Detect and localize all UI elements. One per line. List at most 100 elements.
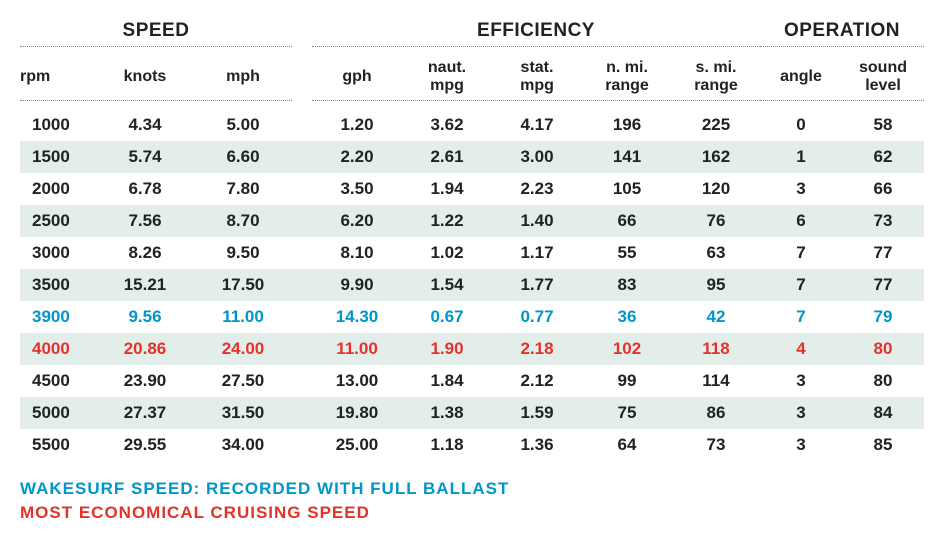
cell-stat_mpg: 4.17 bbox=[492, 109, 582, 141]
cell-mph: 34.00 bbox=[194, 429, 292, 461]
cell-rpm: 2500 bbox=[20, 205, 96, 237]
cell-mph: 6.60 bbox=[194, 141, 292, 173]
cell-mph: 24.00 bbox=[194, 333, 292, 365]
cell-mph: 8.70 bbox=[194, 205, 292, 237]
cell-angle: 7 bbox=[760, 269, 842, 301]
cell-angle: 4 bbox=[760, 333, 842, 365]
cell-mph: 31.50 bbox=[194, 397, 292, 429]
cell-rpm: 5000 bbox=[20, 397, 96, 429]
cell-knots: 15.21 bbox=[96, 269, 194, 301]
table-row: 550029.5534.0025.001.181.366473385 bbox=[20, 429, 924, 461]
cell-naut_mpg: 1.54 bbox=[402, 269, 492, 301]
cell-gph: 1.20 bbox=[312, 109, 402, 141]
cell-rpm: 3000 bbox=[20, 237, 96, 269]
cell-smi_range: 225 bbox=[672, 109, 760, 141]
cell-knots: 6.78 bbox=[96, 173, 194, 205]
cell-rpm: 4500 bbox=[20, 365, 96, 397]
cell-smi_range: 73 bbox=[672, 429, 760, 461]
cell-stat_mpg: 1.17 bbox=[492, 237, 582, 269]
cell-knots: 5.74 bbox=[96, 141, 194, 173]
cell-angle: 3 bbox=[760, 173, 842, 205]
cell-smi_range: 120 bbox=[672, 173, 760, 205]
cell-rpm: 1500 bbox=[20, 141, 96, 173]
cell-smi_range: 63 bbox=[672, 237, 760, 269]
cell-rpm: 3500 bbox=[20, 269, 96, 301]
cell-stat_mpg: 3.00 bbox=[492, 141, 582, 173]
cell-naut_mpg: 1.94 bbox=[402, 173, 492, 205]
cell-angle: 3 bbox=[760, 397, 842, 429]
cell-smi_range: 42 bbox=[672, 301, 760, 333]
cell-stat_mpg: 2.18 bbox=[492, 333, 582, 365]
cell-gph: 25.00 bbox=[312, 429, 402, 461]
cell-angle: 3 bbox=[760, 429, 842, 461]
table-row: 15005.746.602.202.613.00141162162 bbox=[20, 141, 924, 173]
cell-sound: 84 bbox=[842, 397, 924, 429]
table-body: 10004.345.001.203.624.1719622505815005.7… bbox=[20, 109, 924, 461]
column-header-rpm: rpm bbox=[20, 64, 96, 90]
cell-angle: 3 bbox=[760, 365, 842, 397]
cell-gph: 8.10 bbox=[312, 237, 402, 269]
cell-gph: 3.50 bbox=[312, 173, 402, 205]
cell-nmi_range: 196 bbox=[582, 109, 672, 141]
performance-table: SPEED EFFICIENCY OPERATION rpmknotsmphgp… bbox=[20, 20, 924, 523]
cell-smi_range: 95 bbox=[672, 269, 760, 301]
column-header-row: rpmknotsmphgphnaut.mpgstat.mpgn. mi.rang… bbox=[20, 55, 924, 100]
cell-naut_mpg: 1.22 bbox=[402, 205, 492, 237]
cell-nmi_range: 36 bbox=[582, 301, 672, 333]
legend-wakesurf: WAKESURF SPEED: RECORDED WITH FULL BALLA… bbox=[20, 479, 924, 499]
cell-smi_range: 76 bbox=[672, 205, 760, 237]
cell-sound: 77 bbox=[842, 237, 924, 269]
cell-nmi_range: 141 bbox=[582, 141, 672, 173]
cell-mph: 9.50 bbox=[194, 237, 292, 269]
table-row: 25007.568.706.201.221.406676673 bbox=[20, 205, 924, 237]
table-row: 20006.787.803.501.942.23105120366 bbox=[20, 173, 924, 205]
table-row: 450023.9027.5013.001.842.1299114380 bbox=[20, 365, 924, 397]
cell-nmi_range: 83 bbox=[582, 269, 672, 301]
cell-sound: 80 bbox=[842, 333, 924, 365]
cell-naut_mpg: 1.18 bbox=[402, 429, 492, 461]
table-row: 39009.5611.0014.300.670.773642779 bbox=[20, 301, 924, 333]
cell-mph: 17.50 bbox=[194, 269, 292, 301]
cell-smi_range: 162 bbox=[672, 141, 760, 173]
group-header-operation: OPERATION bbox=[760, 20, 924, 46]
cell-gph: 2.20 bbox=[312, 141, 402, 173]
legend-economical: MOST ECONOMICAL CRUISING SPEED bbox=[20, 503, 924, 523]
cell-angle: 6 bbox=[760, 205, 842, 237]
cell-mph: 7.80 bbox=[194, 173, 292, 205]
cell-knots: 20.86 bbox=[96, 333, 194, 365]
cell-gph: 13.00 bbox=[312, 365, 402, 397]
cell-mph: 27.50 bbox=[194, 365, 292, 397]
cell-knots: 7.56 bbox=[96, 205, 194, 237]
cell-naut_mpg: 1.02 bbox=[402, 237, 492, 269]
cell-naut_mpg: 0.67 bbox=[402, 301, 492, 333]
cell-smi_range: 86 bbox=[672, 397, 760, 429]
cell-stat_mpg: 2.23 bbox=[492, 173, 582, 205]
column-header-nmi_range: n. mi.range bbox=[582, 55, 672, 100]
cell-gph: 6.20 bbox=[312, 205, 402, 237]
cell-naut_mpg: 1.38 bbox=[402, 397, 492, 429]
column-header-mph: mph bbox=[194, 64, 292, 90]
cell-gph: 19.80 bbox=[312, 397, 402, 429]
cell-knots: 4.34 bbox=[96, 109, 194, 141]
group-header-divider bbox=[20, 46, 924, 55]
cell-angle: 1 bbox=[760, 141, 842, 173]
cell-angle: 0 bbox=[760, 109, 842, 141]
cell-smi_range: 118 bbox=[672, 333, 760, 365]
cell-gph: 11.00 bbox=[312, 333, 402, 365]
cell-nmi_range: 102 bbox=[582, 333, 672, 365]
column-header-stat_mpg: stat.mpg bbox=[492, 55, 582, 100]
cell-stat_mpg: 1.77 bbox=[492, 269, 582, 301]
cell-nmi_range: 99 bbox=[582, 365, 672, 397]
cell-nmi_range: 66 bbox=[582, 205, 672, 237]
cell-rpm: 1000 bbox=[20, 109, 96, 141]
cell-knots: 27.37 bbox=[96, 397, 194, 429]
cell-naut_mpg: 1.90 bbox=[402, 333, 492, 365]
cell-nmi_range: 64 bbox=[582, 429, 672, 461]
column-header-smi_range: s. mi.range bbox=[672, 55, 760, 100]
cell-knots: 8.26 bbox=[96, 237, 194, 269]
cell-naut_mpg: 1.84 bbox=[402, 365, 492, 397]
table-row: 10004.345.001.203.624.17196225058 bbox=[20, 109, 924, 141]
cell-rpm: 4000 bbox=[20, 333, 96, 365]
cell-knots: 9.56 bbox=[96, 301, 194, 333]
cell-gph: 14.30 bbox=[312, 301, 402, 333]
